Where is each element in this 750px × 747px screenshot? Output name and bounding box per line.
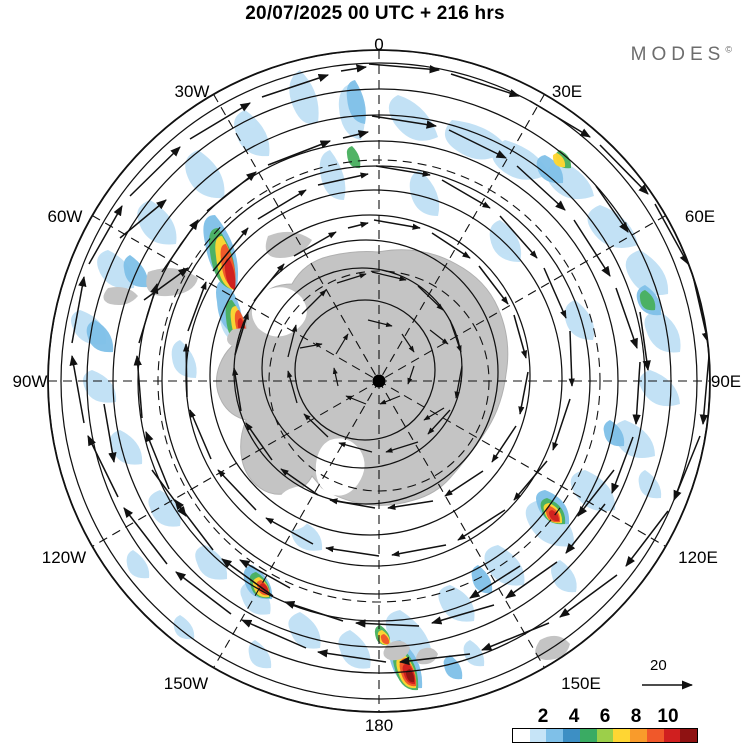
colorbar-swatch-1 bbox=[529, 729, 547, 742]
copyright-mark: © bbox=[725, 44, 732, 55]
colorbar-tick-labels: 2 4 6 8 10 bbox=[512, 706, 698, 728]
lon-label-60e: 60E bbox=[685, 207, 715, 226]
lon-label-120e: 120E bbox=[678, 548, 718, 567]
colorbar-tick-8: 8 bbox=[630, 706, 642, 727]
lon-label-180: 180 bbox=[365, 716, 393, 735]
colorbar-tick-6: 6 bbox=[599, 706, 611, 727]
colorbar-tick-4: 4 bbox=[568, 706, 580, 727]
map-content bbox=[48, 50, 710, 712]
colorbar-swatch-4 bbox=[579, 729, 597, 742]
colorbar-swatch-0 bbox=[513, 729, 530, 742]
antarctica-landmass bbox=[103, 231, 570, 665]
lon-label-0: 0 bbox=[374, 35, 383, 54]
colorbar-tick-2: 2 bbox=[537, 706, 549, 727]
modes-logo-text: MODES bbox=[630, 44, 726, 65]
longitude-labels: 0 30E 60E 90E 120E 150E 180 150W 120W 90… bbox=[13, 35, 742, 735]
reference-wind-label: 20 bbox=[650, 657, 667, 674]
lon-label-120w: 120W bbox=[42, 548, 86, 567]
colorbar-tick-10: 10 bbox=[657, 706, 679, 727]
colorbar bbox=[512, 728, 698, 743]
lon-label-30w: 30W bbox=[175, 82, 210, 101]
colorbar-swatch-6 bbox=[613, 729, 631, 742]
colorbar-swatch-9 bbox=[663, 729, 681, 742]
reference-wind-arrow bbox=[642, 680, 694, 690]
lon-label-60w: 60W bbox=[48, 207, 83, 226]
colorbar-swatch-3 bbox=[563, 729, 580, 742]
colorbar-swatch-8 bbox=[646, 729, 664, 742]
page-title: 20/07/2025 00 UTC + 216 hrs bbox=[245, 3, 505, 24]
reference-wind-vector: 20 bbox=[640, 657, 720, 695]
colorbar-swatch-7 bbox=[630, 729, 647, 742]
lon-label-150w: 150W bbox=[164, 674, 208, 693]
lon-label-30e: 30E bbox=[552, 82, 582, 101]
globe-outline bbox=[47, 49, 711, 713]
lon-label-90w: 90W bbox=[13, 372, 48, 391]
modes-logo: MODES© bbox=[631, 44, 732, 66]
wind-vectors bbox=[69, 63, 710, 666]
colorbar-swatch-10 bbox=[680, 729, 698, 742]
lon-label-150e: 150E bbox=[561, 674, 601, 693]
colorbar-swatch-2 bbox=[546, 729, 564, 742]
lon-label-90e: 90E bbox=[711, 372, 741, 391]
colorbar-swatch-5 bbox=[596, 729, 614, 742]
south-pole-marker bbox=[372, 374, 386, 388]
